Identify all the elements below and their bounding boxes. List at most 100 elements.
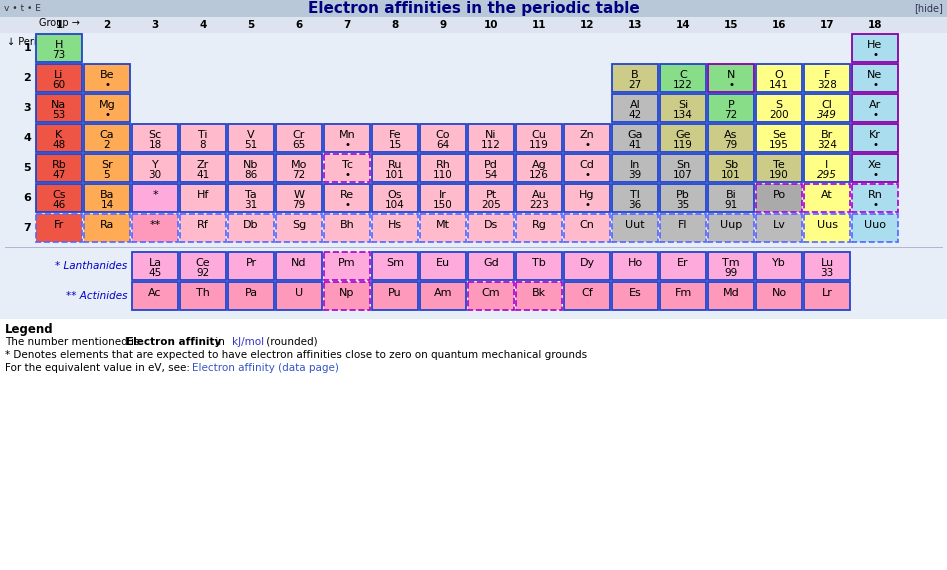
Bar <box>660 214 706 242</box>
Text: Zr: Zr <box>197 160 209 170</box>
Bar <box>708 124 754 152</box>
Bar <box>612 124 658 152</box>
Text: 11: 11 <box>532 20 546 30</box>
Text: 107: 107 <box>673 170 693 180</box>
Text: Ni: Ni <box>485 130 497 140</box>
Bar <box>516 184 562 212</box>
Bar <box>756 214 802 242</box>
Bar <box>516 282 562 310</box>
Bar <box>756 184 802 212</box>
Text: Sb: Sb <box>724 160 738 170</box>
Text: 2: 2 <box>103 20 111 30</box>
Text: Zn: Zn <box>580 130 595 140</box>
Text: Cr: Cr <box>293 130 305 140</box>
Text: 12: 12 <box>580 20 595 30</box>
Bar <box>612 64 658 92</box>
Text: 73: 73 <box>52 50 65 60</box>
Text: 8: 8 <box>200 140 206 149</box>
Bar <box>756 94 802 122</box>
Bar <box>564 252 610 280</box>
Text: 6: 6 <box>295 20 303 30</box>
Bar <box>324 124 370 152</box>
Bar <box>132 124 178 152</box>
Text: 4: 4 <box>199 20 206 30</box>
Text: 10: 10 <box>484 20 498 30</box>
Bar <box>228 214 274 242</box>
Text: Nb: Nb <box>243 160 259 170</box>
Text: Kr: Kr <box>869 130 881 140</box>
Text: Se: Se <box>772 130 786 140</box>
Bar <box>852 64 898 92</box>
Bar <box>612 214 658 242</box>
Text: Ti: Ti <box>198 130 207 140</box>
Text: Legend: Legend <box>5 323 54 336</box>
Bar <box>84 154 130 182</box>
Text: 101: 101 <box>385 170 405 180</box>
Text: Rf: Rf <box>197 220 209 230</box>
Bar <box>660 282 706 310</box>
Text: 295: 295 <box>817 170 837 180</box>
Bar <box>132 154 178 182</box>
Bar <box>324 282 370 310</box>
Text: Uuo: Uuo <box>864 220 886 230</box>
Bar <box>84 184 130 212</box>
Text: Ga: Ga <box>627 130 643 140</box>
Text: [hide]: [hide] <box>914 3 943 14</box>
Bar <box>180 214 226 242</box>
Bar <box>84 214 130 242</box>
Bar <box>84 214 130 242</box>
Bar <box>852 124 898 152</box>
Text: ** Actinides: ** Actinides <box>65 291 127 301</box>
Bar <box>804 214 850 242</box>
Text: 72: 72 <box>293 170 306 180</box>
Bar <box>180 282 226 310</box>
Bar <box>756 64 802 92</box>
Text: Ce: Ce <box>196 258 210 268</box>
Bar <box>708 282 754 310</box>
Text: He: He <box>867 40 883 50</box>
Bar <box>660 94 706 122</box>
Bar <box>0 17 947 33</box>
Text: 5: 5 <box>247 20 255 30</box>
Bar <box>324 184 370 212</box>
Bar <box>36 214 82 242</box>
Text: Es: Es <box>629 288 641 298</box>
Bar <box>420 184 466 212</box>
Text: P: P <box>727 100 734 110</box>
Bar <box>708 94 754 122</box>
Text: 15: 15 <box>388 140 402 149</box>
Text: 17: 17 <box>820 20 834 30</box>
Bar <box>228 124 274 152</box>
Text: Te: Te <box>773 160 785 170</box>
Bar <box>852 94 898 122</box>
Bar <box>612 94 658 122</box>
Text: Ba: Ba <box>99 190 115 200</box>
Bar <box>852 34 898 62</box>
Bar <box>420 282 466 310</box>
Text: 15: 15 <box>724 20 739 30</box>
Bar <box>564 184 610 212</box>
Bar <box>852 94 898 122</box>
Bar <box>228 252 274 280</box>
Text: 51: 51 <box>244 140 258 149</box>
Text: Ru: Ru <box>388 160 402 170</box>
Bar <box>468 124 514 152</box>
Text: 35: 35 <box>676 200 689 210</box>
Bar <box>660 184 706 212</box>
Bar <box>612 282 658 310</box>
Bar <box>708 282 754 310</box>
Bar <box>276 282 322 310</box>
Bar <box>324 252 370 280</box>
Text: (rounded): (rounded) <box>262 337 317 347</box>
Text: 7: 7 <box>344 20 350 30</box>
Bar <box>708 154 754 182</box>
Bar <box>180 252 226 280</box>
Text: N: N <box>726 70 735 80</box>
Bar <box>420 282 466 310</box>
Text: •: • <box>344 170 350 180</box>
Bar <box>564 214 610 242</box>
Bar <box>708 184 754 212</box>
Text: Md: Md <box>723 288 740 298</box>
Bar <box>612 184 658 212</box>
Bar <box>756 252 802 280</box>
